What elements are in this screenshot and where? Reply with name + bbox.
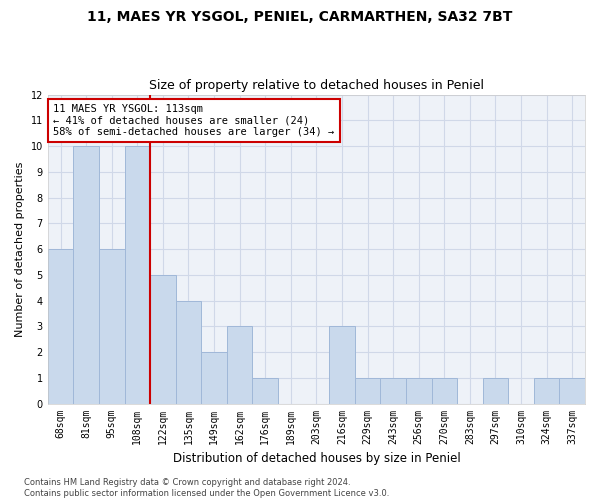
Y-axis label: Number of detached properties: Number of detached properties (15, 162, 25, 336)
Bar (380, 378, 406, 404)
Bar (125, 146, 150, 404)
Title: Size of property relative to detached houses in Peniel: Size of property relative to detached ho… (149, 79, 484, 92)
Text: 11, MAES YR YSGOL, PENIEL, CARMARTHEN, SA32 7BT: 11, MAES YR YSGOL, PENIEL, CARMARTHEN, S… (88, 10, 512, 24)
Bar (355, 378, 380, 404)
Bar (482, 378, 508, 404)
Bar (150, 275, 176, 404)
Bar (329, 326, 355, 404)
Bar (176, 300, 201, 404)
Text: 11 MAES YR YSGOL: 113sqm
← 41% of detached houses are smaller (24)
58% of semi-d: 11 MAES YR YSGOL: 113sqm ← 41% of detach… (53, 104, 334, 137)
Bar (253, 378, 278, 404)
Bar (201, 352, 227, 404)
Bar (406, 378, 431, 404)
Bar (534, 378, 559, 404)
Bar (227, 326, 253, 404)
Text: Contains HM Land Registry data © Crown copyright and database right 2024.
Contai: Contains HM Land Registry data © Crown c… (24, 478, 389, 498)
Bar (48, 249, 73, 404)
Bar (99, 249, 125, 404)
Bar (431, 378, 457, 404)
Bar (73, 146, 99, 404)
Bar (559, 378, 585, 404)
X-axis label: Distribution of detached houses by size in Peniel: Distribution of detached houses by size … (173, 452, 460, 465)
